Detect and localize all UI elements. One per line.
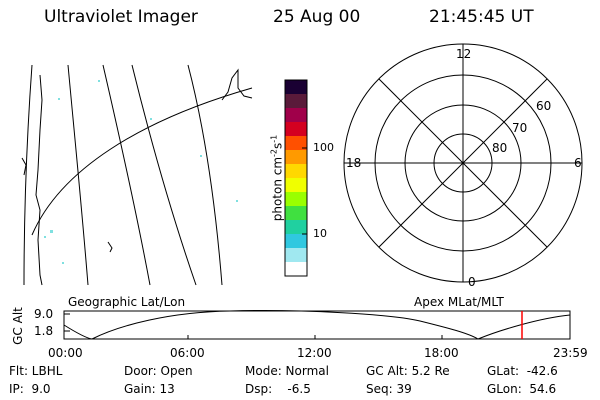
coastline <box>35 74 43 286</box>
color-bar-stripe <box>285 136 307 151</box>
glon-info: GLon: 54.6 <box>487 382 557 396</box>
color-bar-stripe <box>285 108 307 123</box>
color-bar-tick-100: 100 <box>313 141 334 154</box>
color-bar-stripe <box>285 220 307 235</box>
color-bar-stripe <box>285 248 307 263</box>
mlt-label-12: 12 <box>456 47 472 61</box>
sequence-info: Seq: 39 <box>366 382 412 396</box>
lat-label-80: 80 <box>492 141 508 155</box>
altitude-y-tick-max: 9.0 <box>34 307 54 321</box>
color-bar-stripe <box>285 234 307 249</box>
apex-panel-title: Apex MLat/MLT <box>414 295 504 309</box>
time-tick-2359: 23:59 <box>553 346 588 360</box>
mlt-label-18: 18 <box>346 156 362 170</box>
mlt-label-6: 6 <box>574 156 582 170</box>
geographic-map <box>21 64 253 286</box>
mlt-label-0: 0 <box>468 275 476 289</box>
door-info: Door: Open <box>124 364 193 378</box>
color-bar-stripe <box>285 122 307 137</box>
filter-info: Flt: LBHL <box>9 364 63 378</box>
altitude-plot <box>63 310 571 340</box>
date-label: 25 Aug 00 <box>273 7 361 27</box>
coastline <box>107 241 113 253</box>
time-tick-1200: 12:00 <box>297 346 332 360</box>
lat-label-70: 70 <box>512 121 528 135</box>
polar-diagonal <box>378 78 548 248</box>
lat-label-60: 60 <box>536 99 552 113</box>
dsp-info: Dsp: -6.5 <box>245 382 311 396</box>
color-bar-stripe <box>285 206 307 221</box>
color-bar-stripe <box>285 80 307 95</box>
instrument-title: Ultraviolet Imager <box>44 7 198 27</box>
time-tick-1800: 18:00 <box>424 346 459 360</box>
mode-info: Mode: Normal <box>245 364 329 378</box>
altitude-curve <box>63 310 571 340</box>
time-label: 21:45:45 UT <box>429 7 534 27</box>
color-bar-stripe <box>285 94 307 109</box>
meridian-line <box>67 64 89 286</box>
latitude-line <box>31 87 253 236</box>
color-bar-stripe <box>285 262 307 277</box>
color-bar-tick-10: 10 <box>313 227 327 240</box>
color-bar-stripe <box>285 150 307 165</box>
time-tick-0000: 00:00 <box>48 346 83 360</box>
color-bar-stripe <box>285 178 307 193</box>
color-bar-stripe <box>285 164 307 179</box>
altitude-y-label: GC Alt <box>11 307 25 345</box>
color-bar-stripe <box>285 192 307 207</box>
color-bar-unit-label: photon cm-2s-1 <box>269 134 285 222</box>
altitude-plot-frame <box>63 310 571 340</box>
color-bar <box>284 79 308 277</box>
gc-altitude-info: GC Alt: 5.2 Re <box>366 364 450 378</box>
geographic-panel-title: Geographic Lat/Lon <box>68 295 186 309</box>
glat-info: GLat: -42.6 <box>487 364 558 378</box>
altitude-y-tick-min: 1.8 <box>34 324 54 338</box>
aurora-speckles <box>44 80 238 264</box>
polar-plot <box>343 43 583 283</box>
time-tick-0600: 06:00 <box>170 346 205 360</box>
coastline <box>21 157 27 176</box>
meridian-line <box>23 64 33 286</box>
meridian-line <box>102 64 151 286</box>
gain-info: Gain: 13 <box>124 382 175 396</box>
ip-info: IP: 9.0 <box>9 382 51 396</box>
coastline <box>221 68 253 101</box>
meridian-line <box>187 64 223 286</box>
meridian-line <box>131 64 197 286</box>
